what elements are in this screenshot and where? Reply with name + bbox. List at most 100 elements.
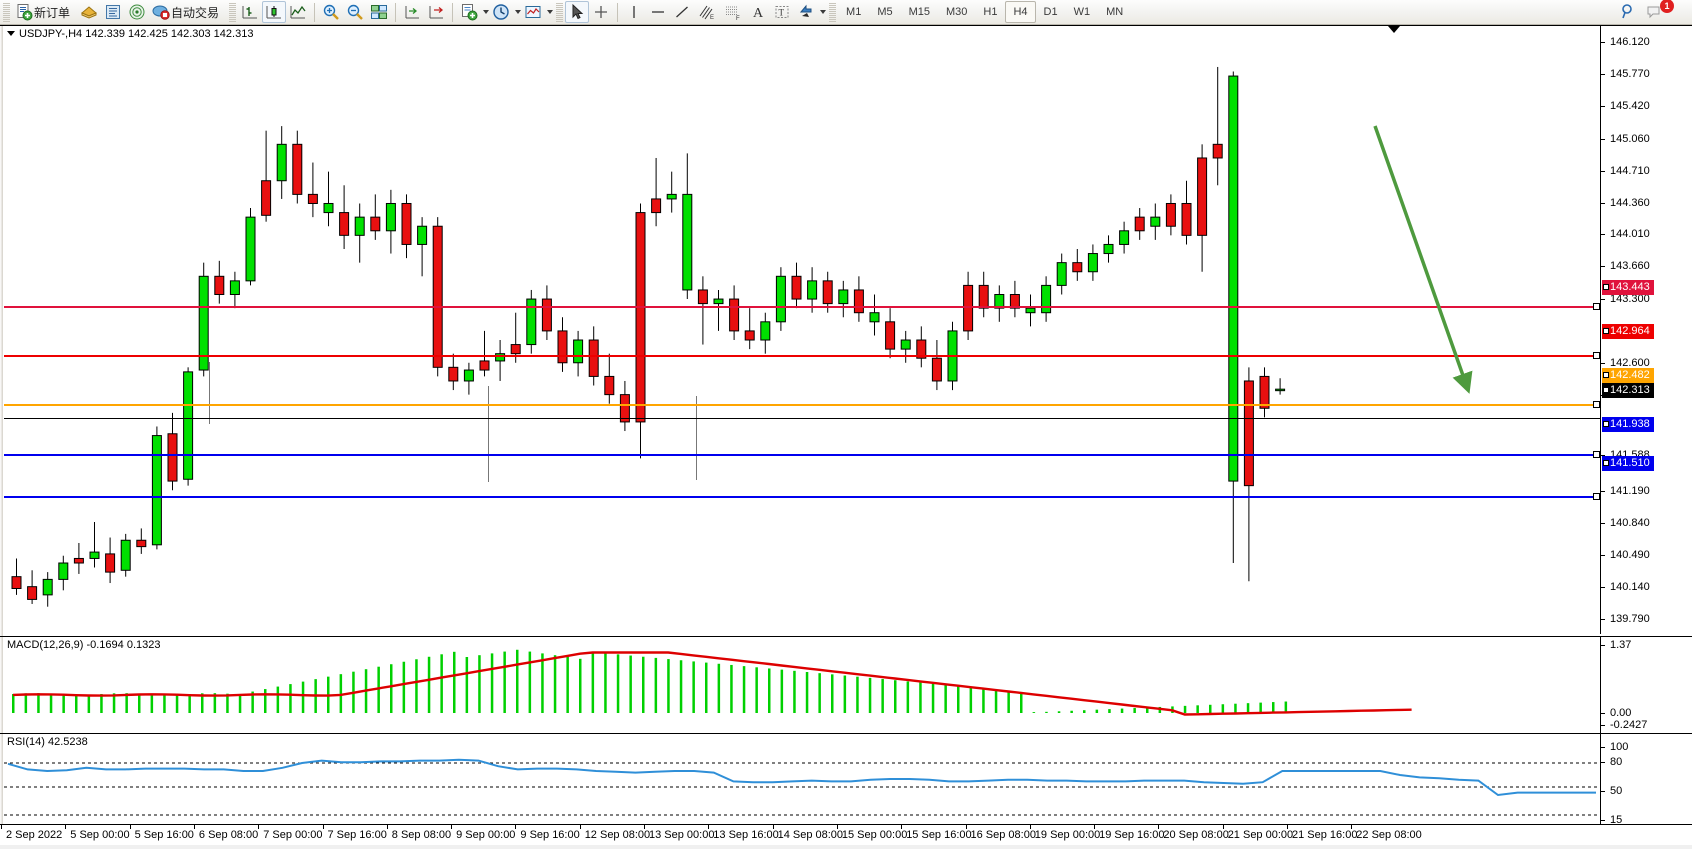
price-plot[interactable] bbox=[4, 26, 1600, 634]
autotrading-button[interactable]: 自动交易 bbox=[149, 1, 226, 23]
search-icon[interactable] bbox=[1616, 1, 1642, 23]
timeframe-button-h4[interactable]: H4 bbox=[1005, 1, 1036, 23]
line-chart-icon[interactable] bbox=[286, 1, 310, 23]
rsi-axis[interactable]: 100 80 50 15 bbox=[1600, 734, 1692, 829]
macd-histogram-bar bbox=[730, 664, 733, 713]
macd-histogram-bar bbox=[1083, 710, 1086, 713]
macd-histogram-bar bbox=[541, 653, 544, 713]
signals-icon[interactable] bbox=[125, 1, 149, 23]
macd-plot[interactable] bbox=[4, 637, 1600, 733]
macd-pane[interactable]: MACD(12,26,9) -0.1694 0.1323 1.37 0.00 -… bbox=[0, 636, 1692, 733]
macd-histogram-bar bbox=[402, 661, 406, 713]
horizontal-line-icon[interactable] bbox=[646, 1, 670, 23]
chart-menu-triangle-icon[interactable] bbox=[7, 30, 15, 36]
timeframe-button-w1[interactable]: W1 bbox=[1073, 6, 1091, 18]
toolbar-grip-4[interactable] bbox=[829, 2, 837, 22]
timeframe-button-m1[interactable]: M1 bbox=[846, 6, 862, 18]
chart-scroll-marker[interactable] bbox=[1388, 26, 1400, 33]
timeframe-button-m30[interactable]: M30 bbox=[946, 6, 968, 18]
price-chip-handle[interactable] bbox=[1603, 421, 1609, 428]
timeframe-button-h1[interactable]: H1 bbox=[983, 6, 998, 18]
level-handle-143443[interactable] bbox=[1593, 303, 1600, 310]
toolbar-grip[interactable] bbox=[3, 2, 10, 22]
level-line-142482[interactable] bbox=[4, 404, 1600, 406]
macd-histogram-bar bbox=[944, 684, 947, 713]
candle bbox=[1025, 307, 1036, 314]
level-line-143443[interactable] bbox=[4, 306, 1600, 308]
text-icon[interactable]: A bbox=[746, 1, 770, 23]
timeframe-button-m15[interactable]: M15 bbox=[908, 6, 930, 18]
level-line-141938[interactable] bbox=[4, 454, 1600, 456]
price-chip-handle[interactable] bbox=[1603, 371, 1609, 378]
timeframe-button-m5[interactable]: M5 bbox=[877, 6, 893, 18]
macd-histogram-bar bbox=[213, 693, 217, 713]
new-order-button[interactable]: 新订单 bbox=[12, 1, 77, 23]
period-icon[interactable] bbox=[489, 1, 513, 23]
timeframe-button-d1[interactable]: D1 bbox=[1043, 6, 1058, 18]
macd-histogram-bar bbox=[125, 693, 128, 713]
auto-scroll-icon[interactable] bbox=[424, 1, 448, 23]
level-handle-141510[interactable] bbox=[1593, 493, 1600, 500]
price-chip-current-price-line[interactable]: 142.313 bbox=[1602, 382, 1654, 398]
templates-dropdown-arrow[interactable] bbox=[547, 10, 554, 14]
trendline-icon[interactable] bbox=[670, 1, 694, 23]
price-chip-handle[interactable] bbox=[1603, 284, 1609, 291]
period-dropdown-arrow[interactable] bbox=[515, 10, 522, 14]
price-chip-resistance-line[interactable]: 142.964 bbox=[1602, 323, 1654, 339]
vertical-line-icon[interactable] bbox=[622, 1, 646, 23]
cursor-icon[interactable] bbox=[565, 1, 590, 23]
price-chip-handle[interactable] bbox=[1603, 386, 1609, 393]
candle bbox=[666, 193, 677, 200]
level-handle-141938[interactable] bbox=[1593, 451, 1600, 458]
zoom-out-icon[interactable] bbox=[343, 1, 367, 23]
rsi-plot[interactable] bbox=[4, 734, 1600, 829]
tile-windows-icon[interactable] bbox=[367, 1, 391, 23]
candle bbox=[1259, 375, 1270, 409]
toolbar-grip-2[interactable] bbox=[229, 2, 237, 22]
price-axis[interactable]: 146.120 145.770 145.420 145.060 144.710 144.3… bbox=[1600, 26, 1692, 634]
level-line-141510[interactable] bbox=[4, 496, 1600, 498]
equidistant-channel-icon[interactable]: E bbox=[694, 1, 720, 23]
price-chip-value: 141.938 bbox=[1610, 418, 1650, 431]
price-chip-handle[interactable] bbox=[1603, 459, 1609, 466]
timeframe-button-mn[interactable]: MN bbox=[1106, 6, 1124, 18]
level-handle-142964[interactable] bbox=[1593, 352, 1600, 359]
indicators-icon[interactable] bbox=[457, 1, 481, 23]
indicators-dropdown-arrow[interactable] bbox=[483, 10, 490, 14]
arrows-icon[interactable] bbox=[794, 1, 818, 23]
level-line-142964[interactable] bbox=[4, 355, 1600, 357]
price-chip-resistance-line[interactable]: 143.443 bbox=[1602, 280, 1654, 296]
price-chip-support-line[interactable]: 141.510 bbox=[1602, 455, 1654, 471]
price-chip-support-line[interactable]: 141.938 bbox=[1602, 417, 1654, 433]
candle bbox=[11, 576, 22, 589]
price-pane[interactable]: USDJPY-,H4 142.339 142.425 142.303 142.3… bbox=[0, 26, 1692, 636]
level-handle-142482[interactable] bbox=[1593, 401, 1600, 408]
zoom-in-icon[interactable] bbox=[319, 1, 343, 23]
price-tick-140-840: 140.840 bbox=[1601, 517, 1650, 529]
price-tick-145-060: 145.060 bbox=[1601, 133, 1650, 145]
chart-window[interactable]: USDJPY-,H4 142.339 142.425 142.303 142.3… bbox=[0, 25, 1692, 849]
price-chip-pivot-line[interactable]: 142.482 bbox=[1602, 367, 1654, 383]
text-label-icon[interactable]: T bbox=[770, 1, 794, 23]
bar-chart-icon[interactable] bbox=[238, 1, 262, 23]
chart-shift-icon[interactable] bbox=[400, 1, 424, 23]
candle bbox=[167, 433, 178, 482]
history-icon[interactable] bbox=[77, 1, 101, 23]
candle bbox=[89, 551, 100, 559]
candle bbox=[807, 280, 818, 300]
time-tick: 5 Sep 16:00 bbox=[129, 825, 194, 841]
price-chip-handle[interactable] bbox=[1603, 327, 1609, 334]
macd-histogram-bar bbox=[906, 681, 910, 713]
crosshair-icon[interactable] bbox=[589, 1, 613, 23]
candlestick-chart-icon[interactable] bbox=[262, 1, 287, 23]
time-axis[interactable]: 2 Sep 2022 5 Sep 00:00 5 Sep 16:00 6 Sep 08… bbox=[0, 824, 1692, 845]
toolbar-grip-3[interactable] bbox=[556, 2, 564, 22]
rsi-pane[interactable]: RSI(14) 42.5238 100 80 50 15 bbox=[0, 733, 1692, 829]
notification-icon[interactable]: 1 bbox=[1642, 0, 1682, 23]
templates-icon[interactable] bbox=[521, 1, 545, 23]
fibonacci-icon[interactable]: F bbox=[720, 1, 746, 23]
arrows-dropdown-arrow[interactable] bbox=[820, 10, 827, 14]
news-icon[interactable] bbox=[101, 1, 125, 23]
candle bbox=[978, 284, 989, 309]
macd-axis[interactable]: 1.37 0.00 -0.2427 bbox=[1600, 637, 1692, 733]
